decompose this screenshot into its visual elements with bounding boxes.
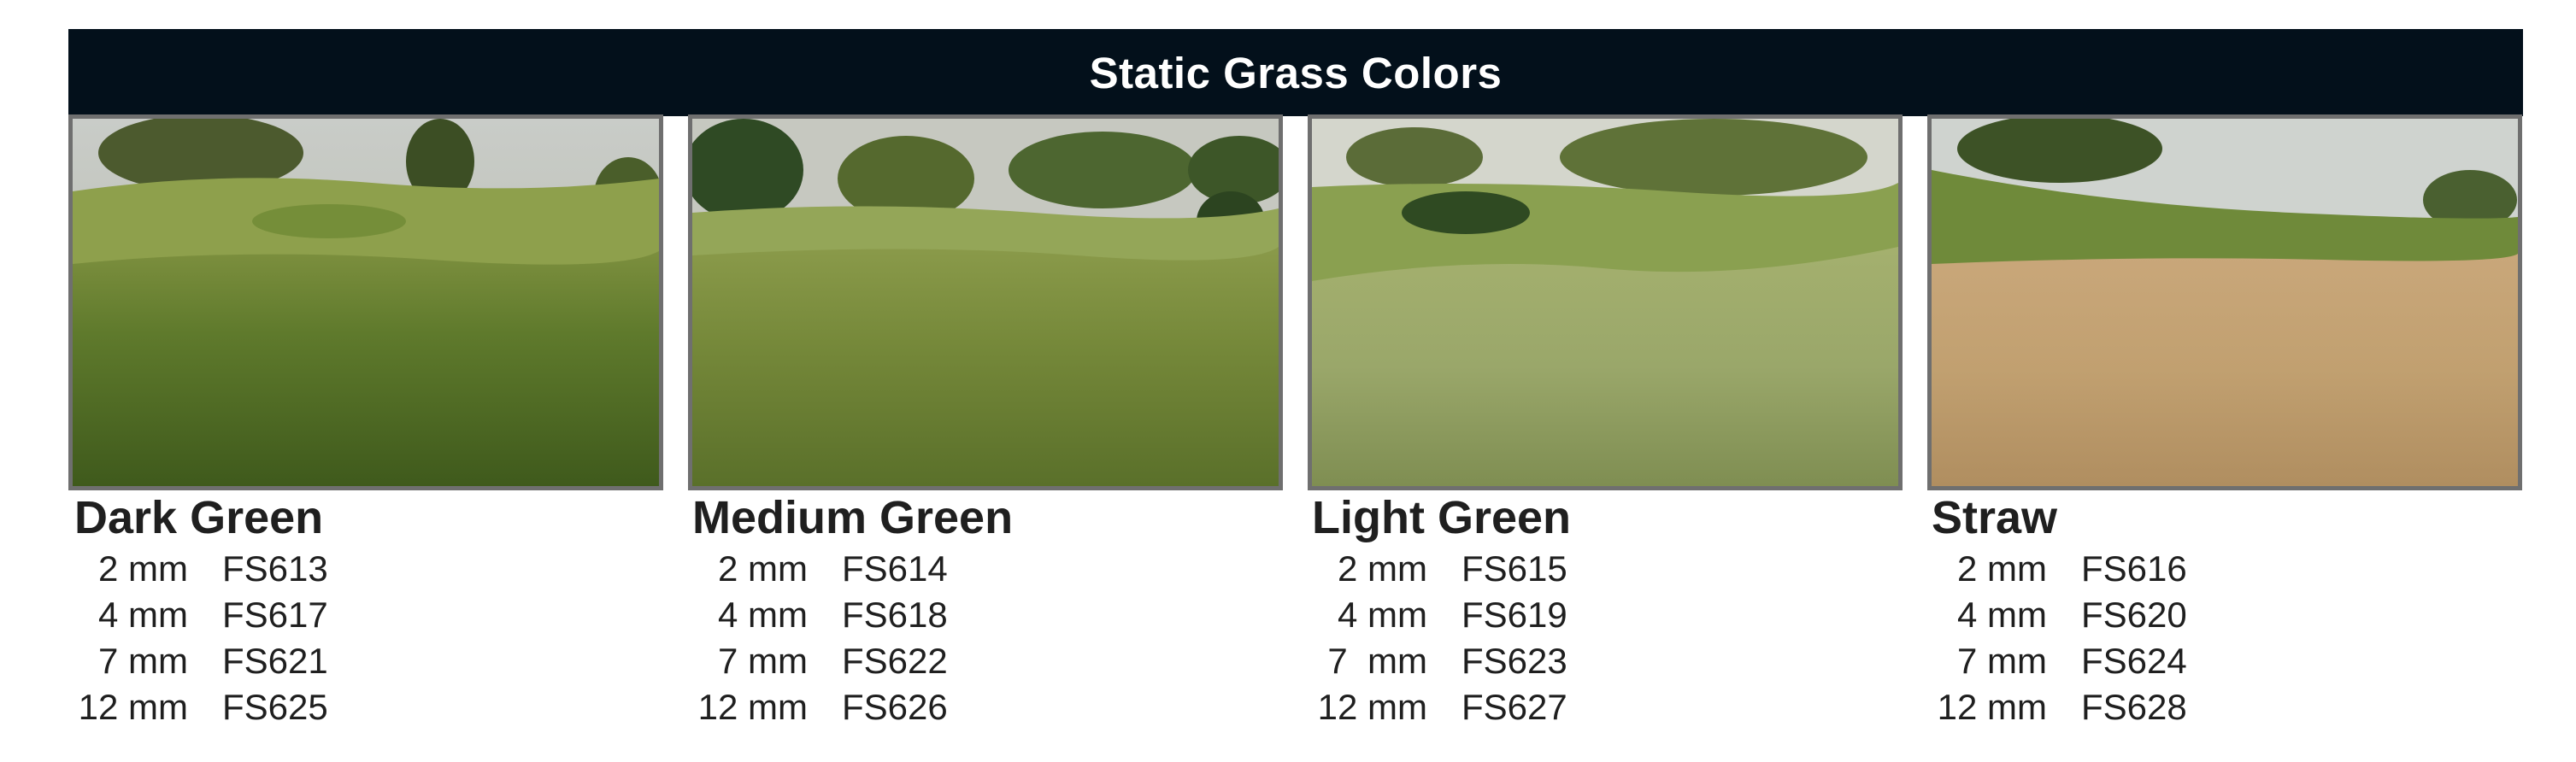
size-label: 2 mm <box>718 548 808 589</box>
product-code: FS617 <box>222 595 328 635</box>
product-name-straw: Straw <box>1932 492 2058 543</box>
product-code: FS625 <box>222 687 328 727</box>
product-code: FS627 <box>1461 687 1567 727</box>
size-label: 12 mm <box>1937 687 2047 727</box>
size-label: 4 mm <box>98 595 188 635</box>
product-code: FS624 <box>2081 641 2187 681</box>
size-label: 7 mm <box>98 641 188 681</box>
product-code: FS621 <box>222 641 328 681</box>
product-name-light-green: Light Green <box>1312 492 1572 543</box>
size-label: 7 mm <box>718 641 808 681</box>
size-label: 7 mm <box>1957 641 2047 681</box>
size-label: 4 mm <box>1338 595 1427 635</box>
page-title: Static Grass Colors <box>68 29 2523 116</box>
product-code: FS626 <box>842 687 948 727</box>
size-label: 7 mm <box>1327 641 1427 681</box>
product-code: FS620 <box>2081 595 2187 635</box>
product-code: FS614 <box>842 548 948 589</box>
product-code: FS613 <box>222 548 328 589</box>
product-code: FS622 <box>842 641 948 681</box>
product-code: FS623 <box>1461 641 1567 681</box>
product-code: FS615 <box>1461 548 1567 589</box>
product-code: FS619 <box>1461 595 1567 635</box>
straw-grass-photo <box>1927 114 2522 490</box>
size-label: 4 mm <box>1957 595 2047 635</box>
size-label: 4 mm <box>718 595 808 635</box>
product-code: FS618 <box>842 595 948 635</box>
dark-green-grass-photo <box>68 114 663 490</box>
size-label: 2 mm <box>1957 548 2047 589</box>
size-label: 12 mm <box>1317 687 1427 727</box>
product-name-medium-green: Medium Green <box>692 492 1014 543</box>
size-label: 12 mm <box>78 687 188 727</box>
product-name-dark-green: Dark Green <box>74 492 324 543</box>
light-green-grass-photo <box>1308 114 1903 490</box>
size-label: 2 mm <box>98 548 188 589</box>
medium-green-grass-photo <box>688 114 1283 490</box>
product-code: FS616 <box>2081 548 2187 589</box>
product-code: FS628 <box>2081 687 2187 727</box>
size-label: 12 mm <box>697 687 808 727</box>
size-label: 2 mm <box>1338 548 1427 589</box>
